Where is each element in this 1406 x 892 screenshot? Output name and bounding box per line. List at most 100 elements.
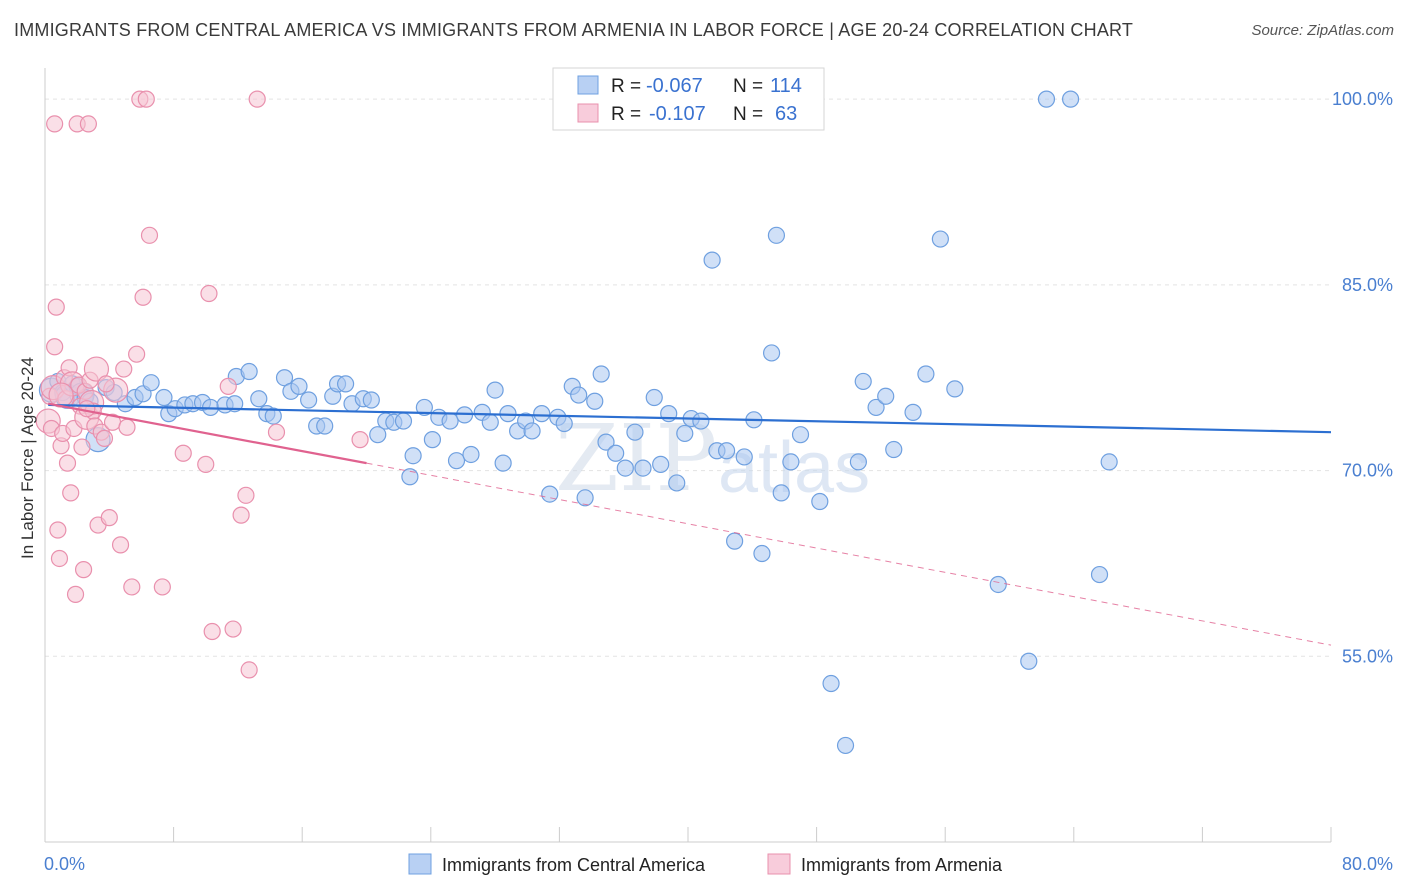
point-1-47 (174, 444, 192, 462)
point-0-101 (854, 372, 872, 391)
trend-lines (48, 402, 1332, 646)
point-0-76 (634, 459, 652, 477)
point-1-57 (267, 423, 286, 441)
point-0-80 (668, 474, 686, 492)
point-0-86 (717, 442, 736, 460)
bottom-legend-label-central-america: Immigrants from Central America (442, 855, 706, 875)
y-axis-title: In Labor Force | Age 20-24 (18, 357, 37, 559)
point-0-49 (423, 431, 442, 449)
chart-title: IMMIGRANTS FROM CENTRAL AMERICA VS IMMIG… (14, 20, 1134, 40)
point-0-57 (486, 381, 504, 399)
point-0-56 (481, 413, 499, 431)
point-0-38 (337, 375, 355, 393)
legend-swatch-armenia (577, 103, 599, 123)
point-1-21 (73, 438, 91, 456)
point-0-41 (362, 391, 380, 409)
point-0-35 (316, 417, 334, 435)
point-0-71 (592, 365, 610, 383)
axes (44, 68, 1332, 843)
point-0-47 (404, 447, 422, 465)
point-0-64 (541, 485, 559, 503)
point-0-24 (226, 395, 244, 413)
point-1-22 (74, 561, 93, 579)
point-1-37 (111, 536, 130, 554)
bottom-legend-swatch-central-america (408, 853, 432, 875)
point-1-43 (134, 288, 152, 306)
point-1-38 (115, 360, 133, 378)
point-0-75 (626, 423, 644, 441)
point-0-98 (822, 674, 840, 693)
legend: R = -0.067 N = 114 R = -0.107 N = 63 (552, 67, 825, 131)
point-1-46 (153, 578, 171, 596)
point-0-110 (1020, 652, 1038, 670)
point-0-72 (597, 433, 615, 451)
point-0-58 (494, 454, 512, 472)
point-0-32 (290, 377, 308, 395)
bottom-legend-label-armenia: Immigrants from Armenia (801, 855, 1003, 875)
point-1-58 (351, 431, 369, 449)
point-1-50 (203, 622, 221, 641)
point-0-113 (1090, 565, 1109, 584)
point-0-52 (447, 452, 466, 470)
point-1-34 (100, 509, 118, 527)
point-1-61 (78, 400, 96, 418)
point-0-99 (836, 736, 855, 755)
point-1-48 (197, 455, 215, 473)
series-1-points (35, 90, 369, 679)
legend-r-value-2: -0.107 (649, 103, 706, 125)
point-1-52 (224, 620, 242, 638)
point-0-68 (570, 386, 588, 404)
x-tick-label-1: 80.0% (1342, 854, 1393, 874)
point-0-112 (1061, 90, 1080, 108)
point-0-95 (791, 426, 810, 444)
point-0-74 (616, 459, 634, 477)
x-tick-label-0: 0.0% (44, 854, 85, 874)
legend-r-label-2: R = (611, 104, 641, 125)
legend-n-label-2: N = (733, 104, 763, 125)
point-1-62 (97, 375, 115, 393)
point-0-88 (735, 448, 753, 466)
point-1-55 (240, 661, 258, 679)
point-1-33 (95, 429, 114, 447)
point-0-92 (767, 226, 786, 244)
point-1-6 (49, 521, 67, 539)
trend-line-1 (48, 402, 367, 465)
point-1-25 (79, 115, 98, 133)
point-0-77 (645, 388, 663, 407)
bottom-legend-swatch-armenia (767, 853, 791, 875)
point-0-54 (462, 445, 480, 464)
point-0-78 (652, 455, 670, 473)
point-1-56 (248, 90, 266, 108)
point-1-7 (50, 549, 69, 568)
point-0-69 (576, 489, 594, 507)
y-tick-label-3: 100.0% (1332, 89, 1393, 109)
legend-swatch-central-america (577, 75, 599, 95)
legend-r-value-1: -0.067 (646, 75, 703, 97)
point-1-45 (140, 226, 159, 244)
y-tick-label-0: 55.0% (1342, 646, 1393, 666)
point-0-81 (676, 424, 694, 443)
point-0-91 (762, 344, 781, 362)
point-1-30 (83, 356, 110, 382)
point-0-100 (849, 453, 867, 471)
point-0-33 (300, 391, 318, 409)
point-0-48 (415, 398, 433, 417)
point-1-14 (62, 484, 80, 502)
point-0-105 (904, 403, 922, 421)
data-points (35, 90, 1118, 755)
y-tick-label-1: 70.0% (1342, 461, 1393, 481)
legend-n-label-1: N = (733, 76, 763, 97)
legend-r-label-1: R = (611, 76, 641, 97)
point-0-97 (811, 492, 829, 511)
point-0-109 (989, 575, 1007, 594)
point-1-5 (47, 298, 65, 316)
point-0-66 (555, 414, 573, 433)
point-1-41 (128, 345, 146, 363)
point-0-27 (250, 390, 268, 408)
point-0-16 (155, 388, 173, 407)
point-0-70 (586, 392, 604, 410)
point-1-40 (123, 578, 141, 596)
point-0-63 (533, 405, 551, 423)
point-0-83 (692, 412, 710, 430)
